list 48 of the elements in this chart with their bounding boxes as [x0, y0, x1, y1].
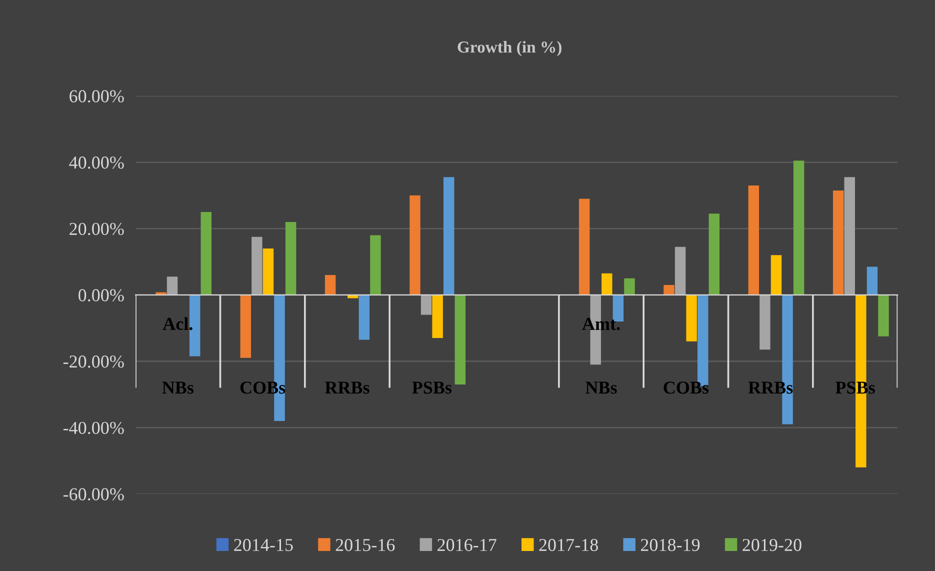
legend-label: 2014-15 — [234, 538, 293, 552]
bar — [578, 198, 590, 295]
bar — [624, 278, 635, 295]
y-tick-label: 0.00% — [78, 289, 124, 302]
bar — [878, 294, 889, 336]
bar — [370, 235, 381, 295]
bar — [686, 294, 697, 342]
bar — [262, 248, 274, 295]
x-tick-label: PSBs — [412, 382, 452, 394]
chart-title: Growth (in %) — [458, 40, 562, 56]
bar — [602, 273, 612, 295]
legend-label: 2017-18 — [539, 538, 598, 552]
legend-label: 2015-16 — [336, 538, 395, 552]
legend-label: 2018-19 — [640, 538, 700, 552]
bar — [358, 294, 370, 340]
bar — [240, 294, 252, 358]
bar — [420, 294, 432, 315]
x-tick-label: RRBs — [324, 382, 370, 394]
y-tick-label: 40.00% — [69, 156, 124, 169]
bar — [832, 190, 844, 295]
legend-label: 2016-17 — [438, 538, 496, 552]
bar — [432, 294, 443, 338]
y-tick-label: -20.00% — [63, 356, 124, 368]
bar — [252, 236, 262, 295]
y-tick-label: 20.00% — [70, 222, 124, 236]
bar — [748, 185, 760, 295]
x-tick-label: NBs — [162, 382, 194, 394]
bar — [664, 284, 674, 295]
bar — [166, 276, 178, 295]
bar — [844, 177, 855, 295]
bar — [454, 294, 466, 384]
bar — [760, 294, 770, 350]
y-tick-label: -40.00% — [63, 422, 124, 434]
bar — [708, 214, 720, 295]
y-tick-label: -60.00% — [63, 488, 124, 500]
legend-label: 2019-20 — [742, 538, 802, 552]
bar — [674, 246, 686, 295]
x-tick-label: NBs — [586, 382, 617, 394]
bar — [793, 160, 804, 295]
bar — [866, 266, 878, 295]
bar — [324, 275, 336, 295]
y-tick-label: 60.00% — [70, 90, 124, 102]
x-tick-label: COBs — [664, 382, 709, 394]
bar — [443, 177, 454, 295]
bar — [410, 195, 420, 295]
bar — [285, 222, 296, 295]
bar — [200, 212, 212, 295]
bar — [770, 255, 782, 295]
